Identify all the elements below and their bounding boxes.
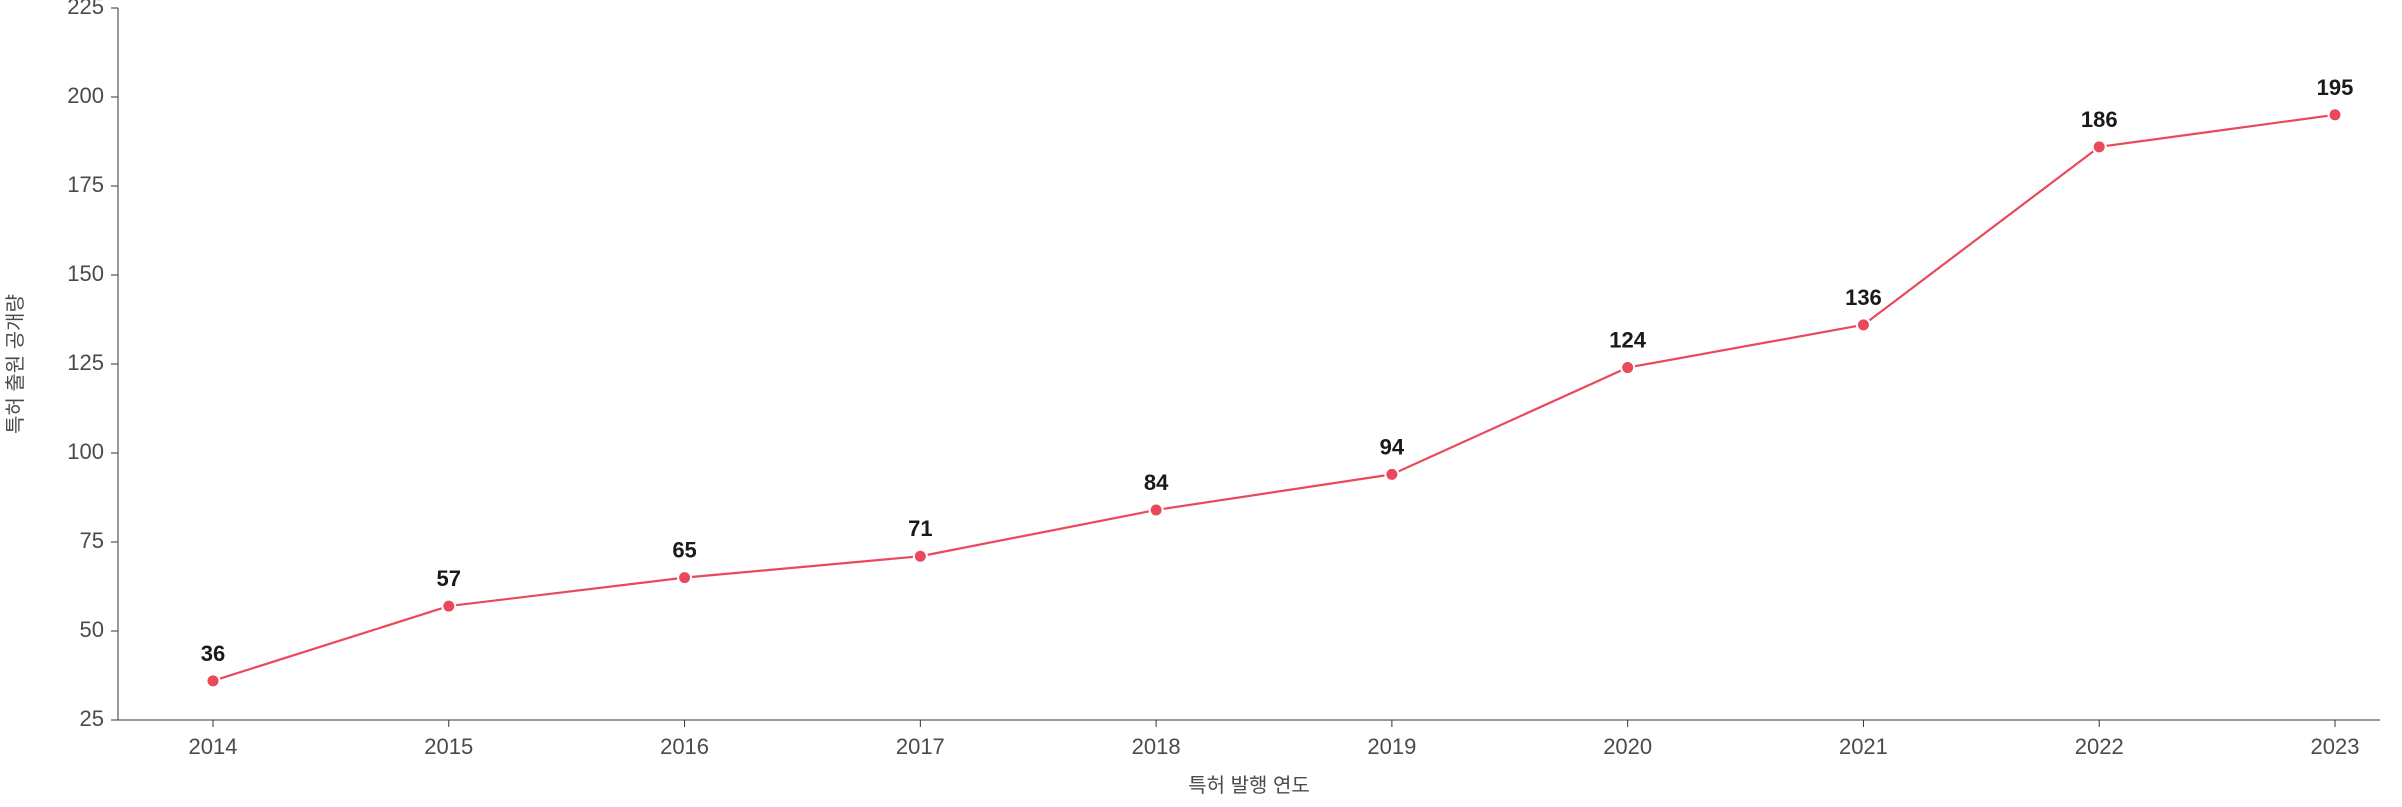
y-tick-label: 75 [80, 528, 104, 553]
data-point [442, 600, 455, 613]
data-point [207, 674, 220, 687]
x-tick-label: 2018 [1132, 734, 1181, 759]
data-point [914, 550, 927, 563]
x-tick-label: 2015 [424, 734, 473, 759]
data-point [2329, 108, 2342, 121]
y-tick-label: 100 [67, 439, 104, 464]
chart-svg: 25 50 75 100 125 150 175 200 225 특허 출원 공개량 2014 201… [0, 0, 2402, 807]
data-label: 36 [201, 641, 225, 666]
y-tick-label: 50 [80, 617, 104, 642]
y-tick-label: 150 [67, 261, 104, 286]
y-tick-label: 200 [67, 83, 104, 108]
data-label: 124 [1609, 328, 1646, 353]
y-tick-label: 25 [80, 706, 104, 731]
x-axis-title: 특허 발행 연도 [1188, 774, 1310, 797]
x-tick-label: 2022 [2075, 734, 2124, 759]
data-point [678, 571, 691, 584]
x-tick-label: 2014 [189, 734, 238, 759]
line-chart: 25 50 75 100 125 150 175 200 225 특허 출원 공개량 2014 201… [0, 0, 2402, 807]
data-label: 94 [1380, 434, 1405, 459]
x-tick-label: 2021 [1839, 734, 1888, 759]
data-point [1621, 361, 1634, 374]
data-point [1385, 468, 1398, 481]
data-label: 65 [672, 538, 696, 563]
data-label: 195 [2317, 75, 2354, 100]
y-tick-label: 175 [67, 172, 104, 197]
x-tick-label: 2023 [2311, 734, 2360, 759]
data-label: 57 [437, 566, 461, 591]
y-tick-label: 225 [67, 0, 104, 19]
x-tick-label: 2016 [660, 734, 709, 759]
data-label: 186 [2081, 107, 2118, 132]
y-axis-title: 특허 출원 공개량 [4, 294, 27, 434]
data-point [2093, 140, 2106, 153]
y-tick-label: 125 [67, 350, 104, 375]
data-label: 136 [1845, 285, 1882, 310]
data-label: 84 [1144, 470, 1169, 495]
data-label: 71 [908, 516, 932, 541]
x-tick-label: 2020 [1603, 734, 1652, 759]
data-point [1857, 318, 1870, 331]
data-point [1150, 503, 1163, 516]
x-tick-label: 2017 [896, 734, 945, 759]
x-tick-label: 2019 [1367, 734, 1416, 759]
